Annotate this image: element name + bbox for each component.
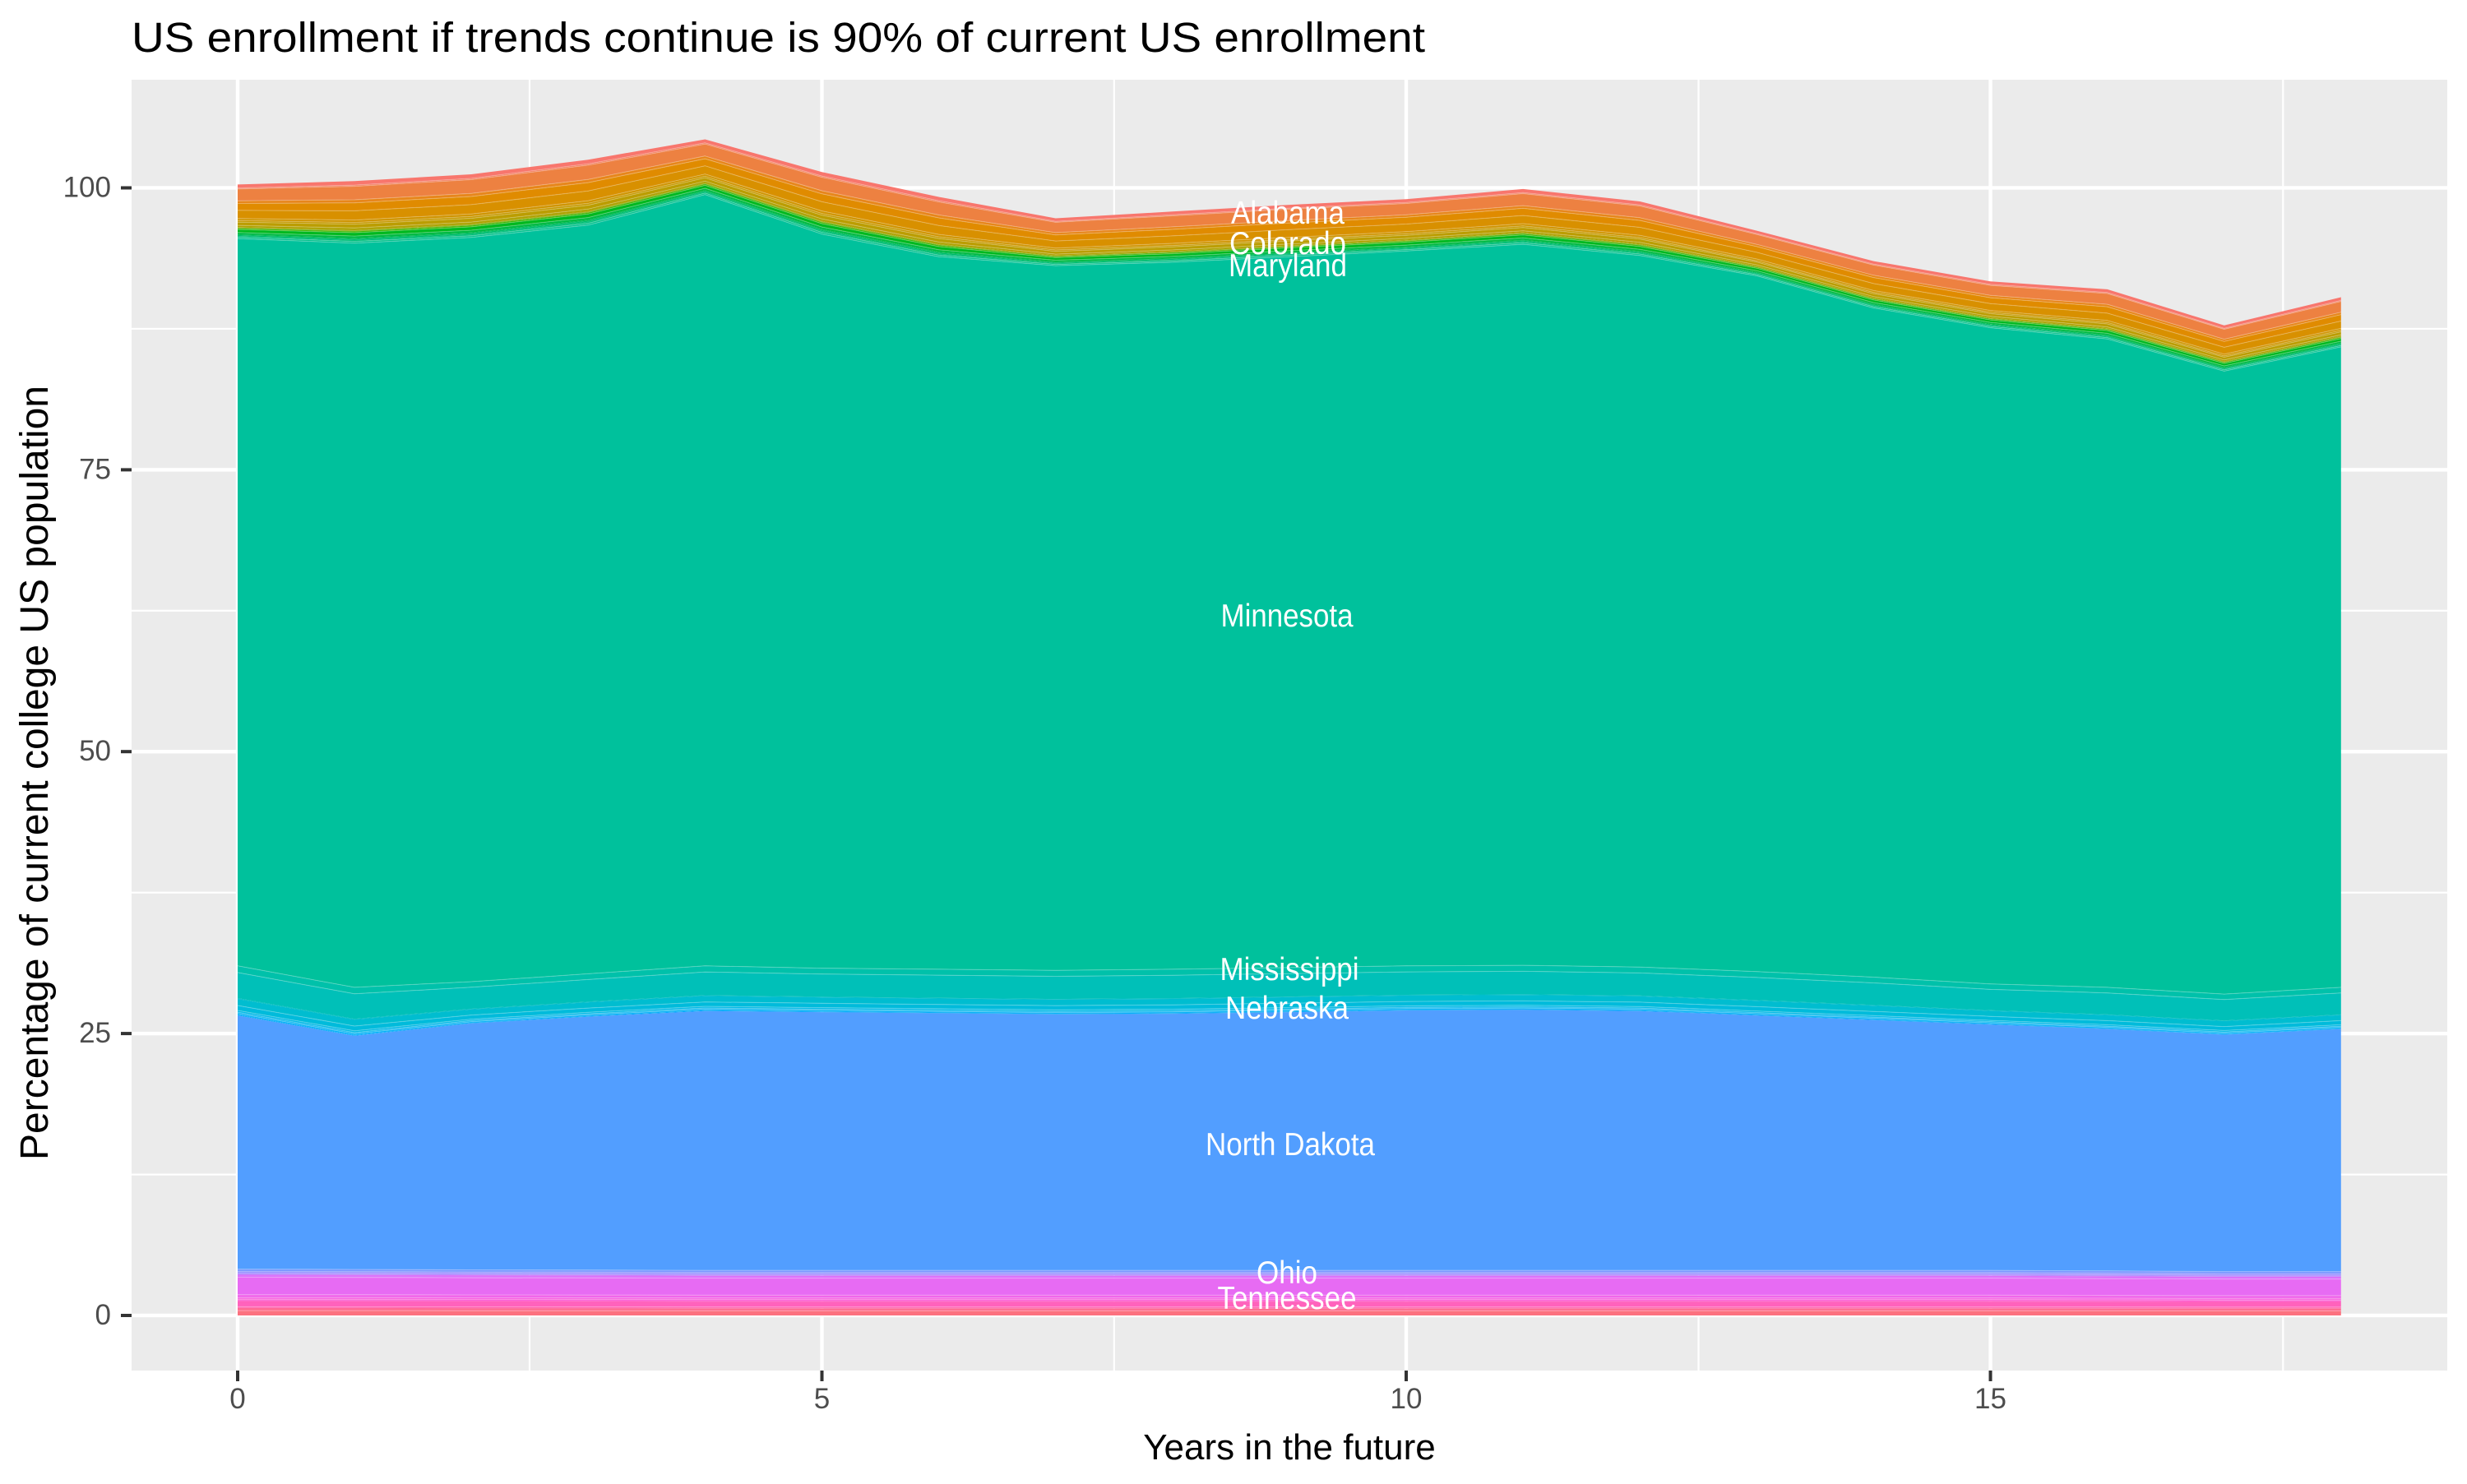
svg-text:Percentage of current college: Percentage of current college US populat… [13,386,57,1160]
svg-text:50: 50 [79,735,111,767]
svg-text:5: 5 [814,1383,830,1415]
svg-text:North Dakota: North Dakota [1206,1127,1375,1163]
svg-text:US enrollment if trends contin: US enrollment if trends continue is 90% … [132,14,1425,61]
svg-text:15: 15 [1974,1383,2006,1415]
svg-text:Years in the future: Years in the future [1143,1427,1436,1468]
svg-text:Colorado: Colorado [1229,226,1346,261]
svg-text:75: 75 [79,453,111,485]
svg-text:100: 100 [63,172,111,204]
svg-text:10: 10 [1391,1383,1423,1415]
svg-text:Nebraska: Nebraska [1225,991,1349,1026]
svg-text:Mississippi: Mississippi [1220,952,1359,987]
svg-text:0: 0 [229,1383,245,1415]
svg-text:0: 0 [95,1299,111,1331]
svg-text:Minnesota: Minnesota [1221,599,1354,634]
svg-text:Maryland: Maryland [1229,248,1347,284]
svg-text:Tennessee: Tennessee [1218,1281,1357,1316]
svg-text:Ohio: Ohio [1257,1255,1317,1291]
svg-text:Alabama: Alabama [1231,196,1345,231]
svg-text:25: 25 [79,1017,111,1049]
